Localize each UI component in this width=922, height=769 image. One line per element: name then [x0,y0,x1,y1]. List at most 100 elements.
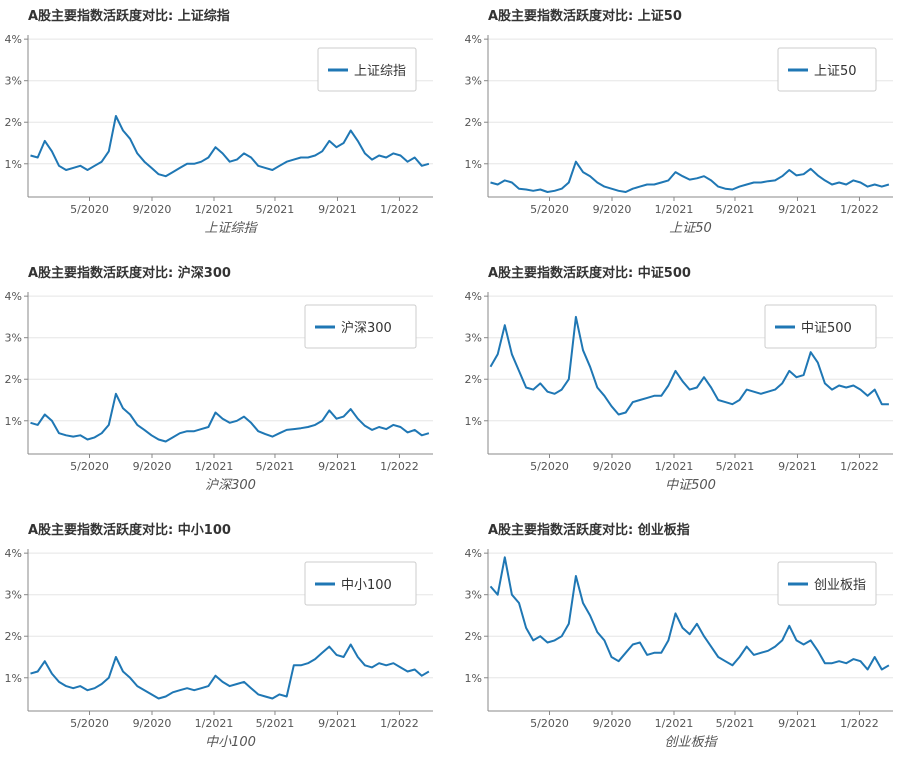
data-point [589,614,591,616]
data-point [497,594,499,596]
data-point [667,179,669,181]
x-tick-label: 9/2021 [318,717,357,730]
data-point [414,429,416,431]
x-tick-label: 1/2022 [380,460,419,473]
data-point [37,670,39,672]
chart-title: A股主要指数活跃度对比: 中证500 [488,265,691,281]
series-line [490,160,890,193]
data-point [328,409,330,411]
data-point [625,411,627,413]
data-point [653,395,655,397]
data-point [553,393,555,395]
data-point [229,422,231,424]
data-point [392,662,394,664]
x-tick-label: 5/2021 [256,460,295,473]
data-point [165,175,167,177]
data-point [753,391,755,393]
data-point [221,152,223,154]
y-tick-label: 3% [465,332,482,345]
data-point [115,115,117,117]
data-point [489,366,491,368]
data-point [674,370,676,372]
series-line [30,643,430,700]
x-tick-label: 1/2022 [840,717,879,730]
data-point [703,376,705,378]
data-point [179,689,181,691]
data-point [350,129,352,131]
data-point [681,380,683,382]
data-point [200,687,202,689]
data-point [172,436,174,438]
data-point [136,152,138,154]
data-point [881,403,883,405]
data-point [257,693,259,695]
data-point [364,425,366,427]
data-point [143,689,145,691]
data-point [646,183,648,185]
data-point [364,152,366,154]
x-axis-label: 上证50 [669,221,712,236]
data-point [546,391,548,393]
data-point [243,152,245,154]
x-tick-label: 5/2020 [70,203,109,216]
chart-panel-3: A股主要指数活跃度对比: 中证500 1% 2% 3% 4% 5/2020 9/2020 1/… [465,265,893,493]
data-point [44,660,46,662]
data-point [710,179,712,181]
data-point [200,428,202,430]
data-point [838,660,840,662]
data-point [603,639,605,641]
data-point [421,165,423,167]
data-point [271,435,273,437]
x-tick-label: 1/2021 [655,460,694,473]
data-point [610,188,612,190]
data-point [378,426,380,428]
data-point [214,411,216,413]
data-point [157,697,159,699]
data-point [335,418,337,420]
chart-title: A股主要指数活跃度对比: 沪深300 [28,265,231,281]
data-point [866,668,868,670]
data-point [243,681,245,683]
data-point [101,432,103,434]
data-point [314,154,316,156]
data-point [874,388,876,390]
series-line [489,315,889,416]
data-point [186,687,188,689]
data-point [314,658,316,660]
data-point [532,190,534,192]
data-point [65,434,67,436]
data-point [44,413,46,415]
x-tick-label: 1/2022 [380,203,419,216]
data-point [874,656,876,658]
data-point [561,635,563,637]
data-point [689,633,691,635]
legend-box [764,304,877,349]
data-point [186,430,188,432]
data-point [753,181,755,183]
data-point [342,656,344,658]
data-point [824,382,826,384]
data-point [179,167,181,169]
data-point [788,169,790,171]
data-point [79,434,81,436]
data-point [845,183,847,185]
data-point [58,681,60,683]
x-axis-label: 创业板指 [664,735,718,750]
y-tick-label: 2% [5,630,22,643]
x-tick-label: 1/2021 [195,717,234,730]
data-point [724,660,726,662]
data-point [518,370,520,372]
data-point [767,650,769,652]
data-point [852,384,854,386]
data-point [760,181,762,183]
data-point [596,631,598,633]
data-point [186,163,188,165]
data-point [674,612,676,614]
data-point [101,161,103,163]
data-point [781,175,783,177]
chart-title: A股主要指数活跃度对比: 中小100 [28,522,231,538]
data-point [392,424,394,426]
chart-panel-5: A股主要指数活跃度对比: 创业板指 1% 2% 3% 4% 5/2020 9/2020 1/2… [465,522,893,750]
data-point [568,623,570,625]
data-point [165,695,167,697]
